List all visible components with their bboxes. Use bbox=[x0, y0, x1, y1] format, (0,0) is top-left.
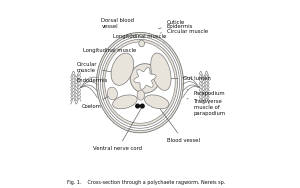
Text: Circular muscle: Circular muscle bbox=[164, 29, 208, 38]
Ellipse shape bbox=[139, 40, 145, 47]
Text: Gut lumen: Gut lumen bbox=[156, 76, 211, 81]
Text: Cuticle: Cuticle bbox=[158, 20, 185, 29]
Ellipse shape bbox=[111, 53, 134, 85]
Text: Parapodium: Parapodium bbox=[187, 90, 225, 96]
Text: Coelom: Coelom bbox=[81, 95, 111, 108]
Ellipse shape bbox=[137, 90, 145, 100]
Ellipse shape bbox=[145, 95, 169, 109]
Text: Endodermis: Endodermis bbox=[76, 78, 115, 83]
Text: Transverse
muscle of
parapodium: Transverse muscle of parapodium bbox=[187, 99, 226, 116]
Text: Fig. 1.    Cross-section through a polychaete ragworm, Nereis sp.: Fig. 1. Cross-section through a polychae… bbox=[67, 180, 225, 185]
Ellipse shape bbox=[130, 64, 160, 93]
Ellipse shape bbox=[105, 42, 175, 123]
Ellipse shape bbox=[103, 39, 178, 126]
Ellipse shape bbox=[151, 53, 171, 90]
Text: Dorsal blood
vessel: Dorsal blood vessel bbox=[101, 18, 134, 37]
Text: Epidermis: Epidermis bbox=[160, 24, 193, 33]
Text: Longitudinal muscle: Longitudinal muscle bbox=[113, 34, 167, 43]
Circle shape bbox=[136, 104, 140, 108]
Circle shape bbox=[140, 104, 144, 108]
Text: Ventral nerve cord: Ventral nerve cord bbox=[94, 104, 144, 151]
Polygon shape bbox=[134, 67, 156, 89]
Text: Circular
muscle: Circular muscle bbox=[76, 62, 113, 73]
Text: Longitudinal muscle: Longitudinal muscle bbox=[83, 48, 136, 62]
Ellipse shape bbox=[98, 35, 182, 131]
Ellipse shape bbox=[113, 95, 137, 109]
Ellipse shape bbox=[100, 37, 179, 128]
Text: Blood vessel: Blood vessel bbox=[156, 103, 200, 143]
Ellipse shape bbox=[107, 87, 117, 100]
Ellipse shape bbox=[97, 32, 184, 133]
